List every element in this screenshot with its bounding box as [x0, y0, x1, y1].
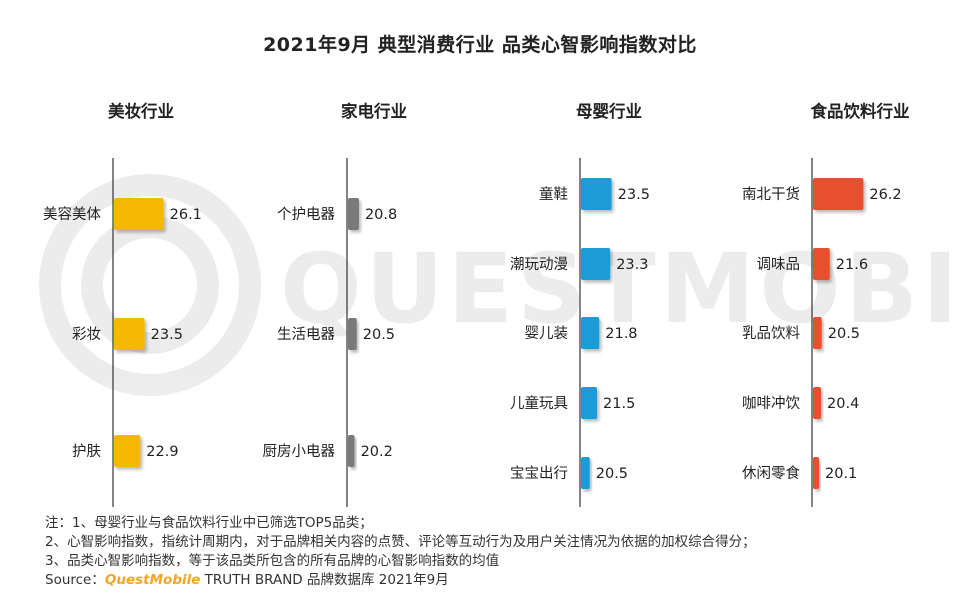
value-label: 23.5 [151, 327, 183, 343]
category-label: 潮玩动漫 [510, 256, 568, 273]
bar [813, 248, 830, 280]
value-label: 20.8 [365, 207, 397, 223]
value-label: 20.5 [363, 327, 395, 343]
bar [581, 387, 598, 419]
value-label: 20.5 [596, 466, 628, 482]
value-label: 23.3 [616, 257, 648, 273]
value-label: 21.6 [836, 257, 868, 273]
category-label: 生活电器 [277, 326, 335, 343]
watermark-text: QUESTMOBILE [280, 233, 960, 345]
category-label: 咖啡冲饮 [742, 395, 800, 412]
category-label: 调味品 [757, 256, 801, 273]
value-label: 21.8 [605, 326, 637, 342]
footnote-3: 3、品类心智影响指数，等于该品类所包含的所有品牌的心智影响指数的均值 [45, 553, 500, 569]
source-line: Source：QuestMobile TRUTH BRAND 品牌数据库 202… [45, 571, 756, 590]
category-label: 厨房小电器 [263, 443, 336, 460]
bar [813, 457, 819, 489]
footnote-2: 2、心智影响指数，指统计周期内，对于品牌相关内容的点赞、评论等互动行为及用户关注… [45, 534, 756, 550]
bar [581, 178, 612, 210]
panel-title: 美妆行业 [108, 101, 174, 121]
category-label: 美容美体 [43, 206, 101, 223]
bar [348, 318, 357, 350]
page-title: 2021年9月 典型消费行业 品类心智影响指数对比 [263, 34, 697, 56]
value-label: 21.5 [603, 396, 635, 412]
value-label: 26.2 [869, 187, 901, 203]
bar [114, 318, 145, 350]
value-label: 26.1 [170, 207, 202, 223]
category-label: 婴儿装 [525, 325, 569, 342]
panel-title: 家电行业 [341, 101, 407, 121]
bar [813, 317, 822, 349]
source-brand: QuestMobile [104, 572, 201, 588]
category-label: 南北干货 [742, 186, 800, 203]
value-label: 20.5 [828, 326, 860, 342]
bar [348, 435, 355, 467]
category-label: 个护电器 [277, 206, 335, 223]
bar [581, 457, 590, 489]
footnote-1: 注：1、母婴行业与食品饮料行业中已筛选TOP5品类； [45, 515, 373, 531]
value-label: 22.9 [146, 444, 178, 460]
panel-title: 母婴行业 [576, 101, 642, 121]
category-label: 彩妆 [72, 326, 101, 343]
bar [581, 317, 600, 349]
category-label: 宝宝出行 [510, 465, 568, 482]
value-label: 23.5 [618, 187, 650, 203]
footnotes: 注：1、母婴行业与食品饮料行业中已筛选TOP5品类； 2、心智影响指数，指统计周… [45, 514, 756, 590]
category-label: 儿童玩具 [510, 394, 568, 412]
panel-title: 食品饮料行业 [811, 101, 910, 121]
bar [813, 178, 864, 210]
bar [581, 248, 611, 280]
source-rest: TRUTH BRAND 品牌数据库 2021年9月 [200, 572, 449, 588]
category-label: 童鞋 [539, 185, 568, 203]
bar [348, 198, 359, 230]
value-label: 20.2 [361, 444, 393, 460]
value-label: 20.1 [825, 466, 857, 482]
category-label: 护肤 [72, 443, 101, 460]
category-label: 休闲零食 [742, 465, 800, 482]
value-label: 20.4 [827, 396, 859, 412]
bar [813, 387, 822, 419]
bar [114, 435, 141, 467]
category-label: 乳品饮料 [742, 325, 800, 342]
source-label: Source： [45, 572, 105, 588]
bar [114, 198, 164, 230]
